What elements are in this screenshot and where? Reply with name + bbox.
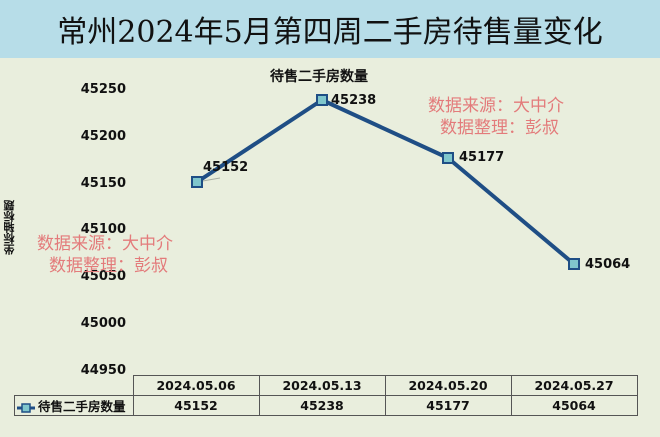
column-header: 2024.05.13 [258,375,386,396]
watermark-line: 数据来源：大中介 [428,96,564,116]
y-tick: 45100 [80,222,126,237]
y-tick: 45000 [80,316,126,331]
data-point-marker [568,258,580,270]
watermark-line: 数据整理：彭叔 [49,256,168,276]
watermark-line: 数据整理：彭叔 [440,118,559,138]
column-header: 2024.05.06 [132,375,260,396]
data-table: 2024.05.06 2024.05.13 2024.05.20 2024.05… [14,375,638,416]
data-point-marker [316,94,328,106]
y-tick: 45050 [80,269,126,284]
legend-entry: 待售二手房数量 [14,395,134,416]
data-label: 45238 [331,93,377,108]
chart-title: 待售二手房数量 [270,69,368,85]
y-tick: 45250 [80,82,126,97]
data-table-header-row: 2024.05.06 2024.05.13 2024.05.20 2024.05… [14,375,638,396]
column-header: 2024.05.27 [510,375,638,396]
watermark: 数据来源：大中介 数据整理：彭叔 [428,95,564,139]
data-table-row: 待售二手房数量 45152 45238 45177 45064 [14,395,638,416]
column-header: 2024.05.20 [384,375,512,396]
y-tick: 45200 [80,129,126,144]
data-label: 45177 [459,150,505,165]
legend-marker-icon [17,402,35,413]
table-cell: 45177 [384,395,512,416]
page-title: 常州2024年5月第四周二手房待售量变化 [57,15,603,50]
title-bar: 常州2024年5月第四周二手房待售量变化 [0,0,660,58]
watermark-line: 数据来源：大中介 [37,234,173,254]
table-cell: 45152 [132,395,260,416]
y-tick: 45150 [80,176,126,191]
table-cell: 45238 [258,395,386,416]
data-point-marker [191,176,203,188]
watermark: 数据来源：大中介 数据整理：彭叔 [37,233,173,277]
y-tick: 44950 [80,363,126,378]
data-point-marker [442,152,454,164]
data-label: 45152 [203,160,249,175]
data-label: 45064 [585,257,631,272]
table-cell: 45064 [510,395,638,416]
legend-label: 待售二手房数量 [38,399,126,414]
plot-area [0,58,660,437]
